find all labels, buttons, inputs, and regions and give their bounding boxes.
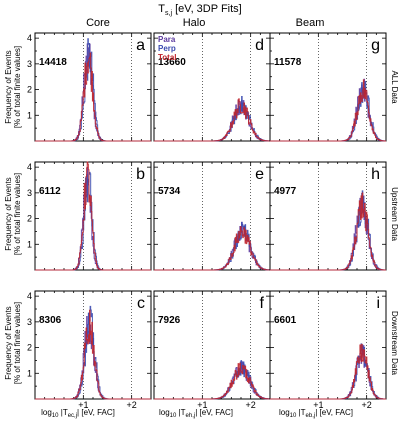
panel-letter: g — [371, 37, 380, 54]
event-count: 5734 — [158, 186, 181, 197]
y-tick-label: 4 — [27, 162, 32, 172]
x-tick-label: +1 — [313, 400, 323, 410]
x-tick-label: +2 — [362, 400, 372, 410]
legend-total: Total — [158, 53, 177, 62]
figure-title: Ts,j [eV, 3DP Fits] — [158, 3, 241, 17]
panel-g: g 11578 — [269, 32, 387, 142]
panel-letter: i — [376, 295, 380, 312]
x-tick-label: +1 — [197, 400, 207, 410]
panel-frame — [269, 32, 387, 142]
x-tick-label: +2 — [127, 400, 137, 410]
y-tick-label: 3 — [27, 317, 32, 327]
panel-letter: e — [255, 166, 264, 183]
svg-text:[% of total finite values]: [% of total finite values] — [13, 46, 22, 128]
svg-text:[% of total finite values]: [% of total finite values] — [13, 173, 22, 255]
y-tick-label: 1 — [27, 239, 32, 249]
panel-frame — [269, 290, 387, 400]
row-label-all: ALL Data — [390, 70, 399, 104]
event-count: 8306 — [39, 315, 62, 326]
event-count: 6112 — [39, 186, 61, 197]
legend-perp: Perp — [158, 44, 176, 53]
series-total-trace — [270, 79, 386, 142]
series-total-trace — [154, 362, 270, 400]
y-axis-label-row-3: Frequency of Events [% of total finite v… — [4, 302, 22, 384]
y-tick-label: 2 — [27, 343, 32, 353]
panel-c: 1 2 3 4 +1 +2 c 8306 — [27, 290, 152, 410]
panel-b: 1 2 3 4 b 6112 — [27, 161, 152, 271]
x-axis-label-beam: log10 |Teb,j| [eV, FAC] — [279, 408, 353, 419]
svg-text:Frequency of Events: Frequency of Events — [4, 306, 13, 379]
y-tick-label: 1 — [27, 110, 32, 120]
series-total-trace — [35, 52, 151, 142]
event-count: 11578 — [274, 57, 302, 68]
panel-frame — [269, 161, 387, 271]
svg-text:[% of total finite values]: [% of total finite values] — [13, 302, 22, 384]
panel-letter: d — [255, 37, 264, 54]
column-label-beam: Beam — [296, 17, 325, 29]
y-tick-label: 1 — [27, 368, 32, 378]
row-label-upstream: Upstream Data — [390, 187, 399, 241]
series-total-trace — [270, 192, 386, 271]
panel-e: e 5734 — [153, 161, 271, 271]
y-axis-label-row-2: Frequency of Events [% of total finite v… — [4, 173, 22, 255]
y-axis-label-row-1: Frequency of Events [% of total finite v… — [4, 46, 22, 128]
column-label-core: Core — [86, 17, 110, 29]
panel-frame — [34, 161, 152, 271]
svg-text:Frequency of Events: Frequency of Events — [4, 50, 13, 123]
y-tick-label: 4 — [27, 33, 32, 43]
x-axis-label-core: log10 |Tec,j| [eV, FAC] — [41, 408, 115, 419]
series-total-trace — [154, 226, 270, 271]
panel-letter: a — [136, 37, 145, 54]
series-total-trace — [270, 343, 386, 400]
panel-a: 1 2 3 4 a 14418 — [27, 32, 152, 142]
panel-letter: b — [136, 166, 145, 183]
panel-letter: h — [371, 166, 380, 183]
x-axis-label-halo: log10 |Teh,j| [eV, FAC] — [159, 408, 233, 419]
event-count: 7926 — [158, 315, 181, 326]
y-tick-label: 2 — [27, 85, 32, 95]
panel-letter: f — [260, 295, 265, 312]
x-tick-label: +2 — [246, 400, 256, 410]
panel-h: h 4977 — [269, 161, 387, 271]
series-total-trace — [35, 161, 151, 271]
event-count: 14418 — [39, 57, 67, 68]
x-tick-label: +1 — [78, 400, 88, 410]
panel-f: +1 +2 f 7926 — [153, 290, 271, 410]
row-label-downstream: Downstream Data — [390, 311, 399, 376]
panel-letter: c — [137, 295, 145, 312]
y-tick-label: 2 — [27, 214, 32, 224]
event-count: 4977 — [274, 186, 297, 197]
y-tick-label: 3 — [27, 188, 32, 198]
y-tick-label: 3 — [27, 59, 32, 69]
panel-i: +1 +2 i 6601 — [269, 290, 387, 410]
svg-text:Frequency of Events: Frequency of Events — [4, 177, 13, 250]
event-count: 13660 — [158, 57, 186, 68]
series-total-trace — [35, 309, 151, 400]
y-tick-label: 4 — [27, 291, 32, 301]
legend-para: Para — [158, 35, 176, 44]
column-label-halo: Halo — [183, 17, 206, 29]
series-total-trace — [154, 98, 270, 142]
event-count: 6601 — [274, 315, 297, 326]
